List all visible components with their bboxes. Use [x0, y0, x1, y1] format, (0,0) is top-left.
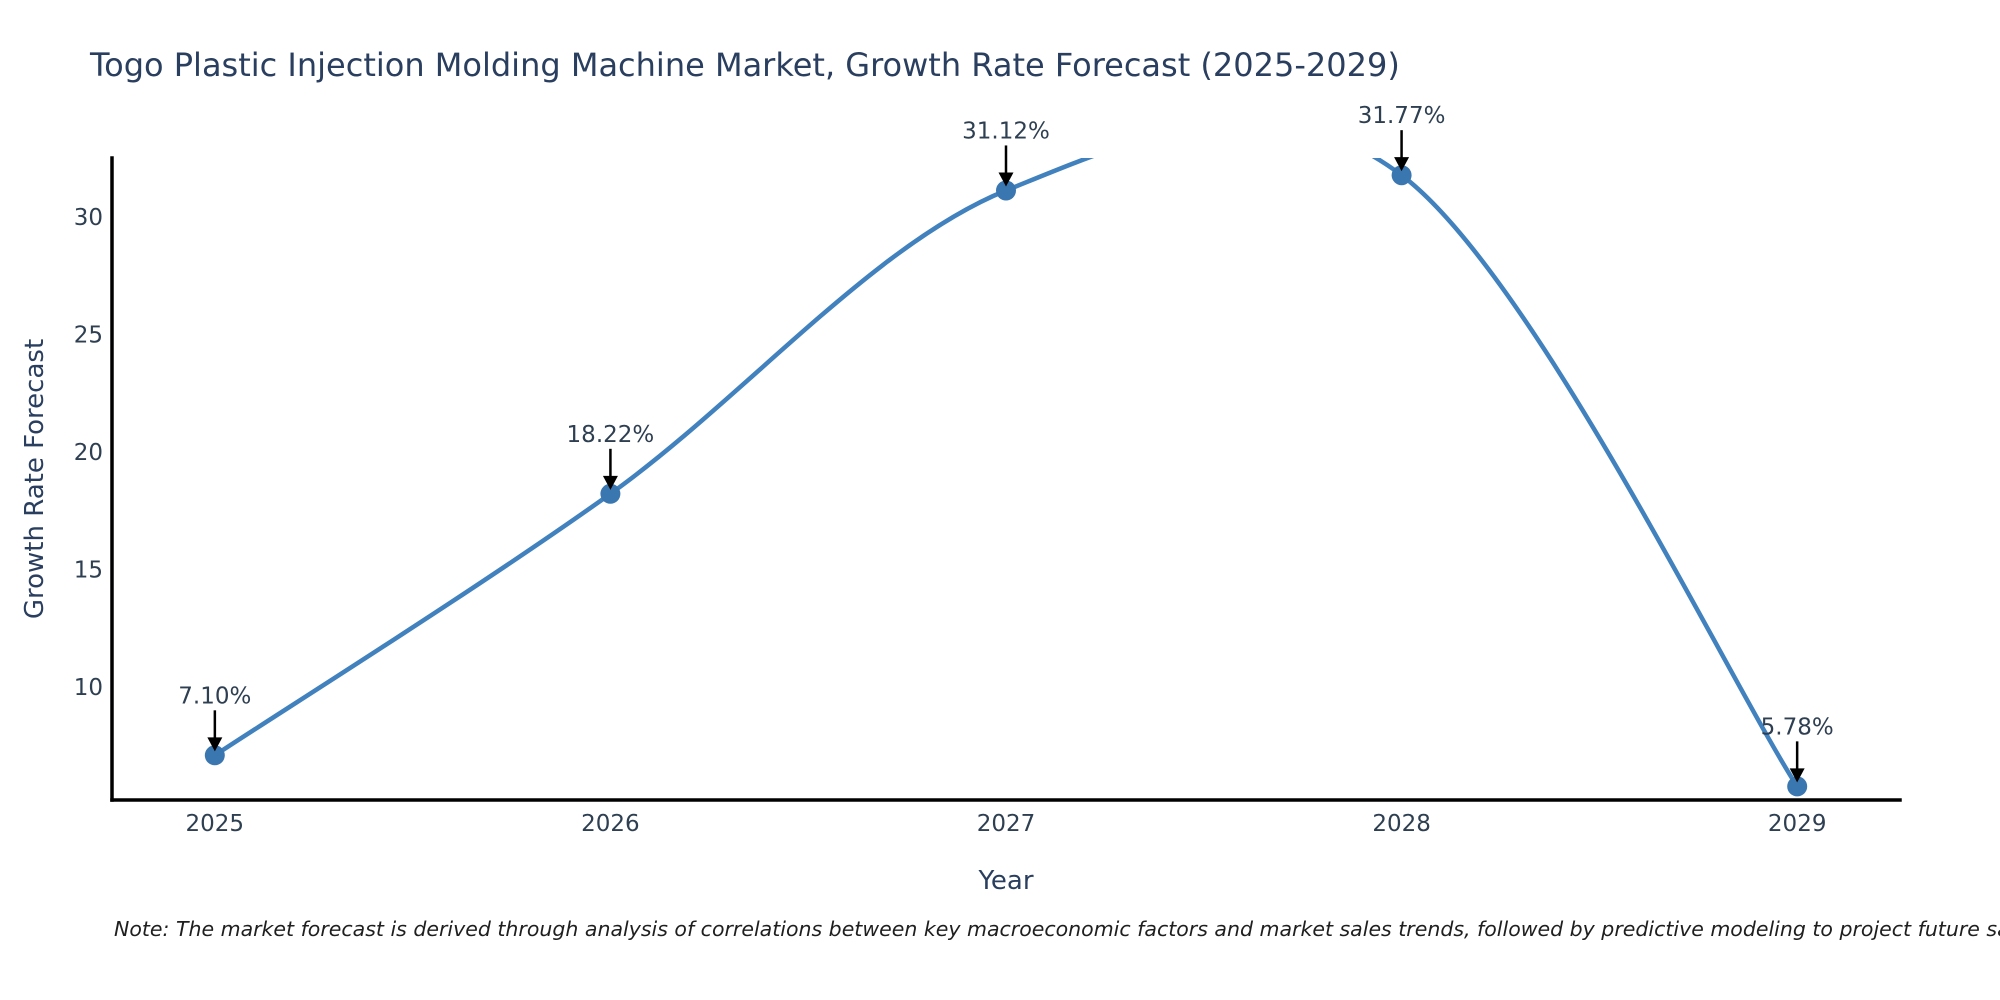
chart-title: Togo Plastic Injection Molding Machine M…: [90, 46, 1400, 84]
x-tick-label: 2026: [581, 811, 640, 837]
data-point-marker: [204, 745, 225, 766]
annotation-label: 7.10%: [178, 683, 251, 709]
annotation-label: 31.77%: [1358, 103, 1446, 129]
y-tick-label: 20: [74, 440, 103, 466]
footnote: Note: The market forecast is derived thr…: [114, 917, 2000, 941]
x-axis-title: Year: [977, 866, 1033, 896]
y-tick-label: 30: [74, 205, 103, 231]
y-axis-title: Growth Rate Forecast: [20, 339, 50, 619]
x-tick-label: 2028: [1372, 811, 1431, 837]
y-tick-label: 25: [74, 322, 103, 348]
x-tick-label: 2025: [186, 811, 245, 837]
data-point-marker: [996, 180, 1016, 201]
annotation-arrowhead: [1394, 157, 1410, 172]
x-tick-label: 2029: [1768, 811, 1827, 837]
annotation-arrowhead: [207, 737, 223, 752]
annotation-label: 18.22%: [567, 422, 655, 448]
y-tick-label: 10: [74, 675, 103, 701]
data-point-marker: [1391, 165, 1412, 186]
spline-path: [213, 158, 1800, 788]
annotation-label: 31.12%: [962, 119, 1050, 145]
data-point-marker: [600, 483, 621, 504]
x-tick-label: 2027: [977, 811, 1036, 837]
annotation-label: 5.78%: [1761, 714, 1834, 740]
annotation-arrowhead: [602, 475, 618, 490]
data-point-marker: [1787, 776, 1808, 797]
y-tick-label: 15: [74, 558, 103, 584]
annotation-arrowhead: [1789, 768, 1805, 783]
annotation-arrowhead: [998, 172, 1014, 187]
